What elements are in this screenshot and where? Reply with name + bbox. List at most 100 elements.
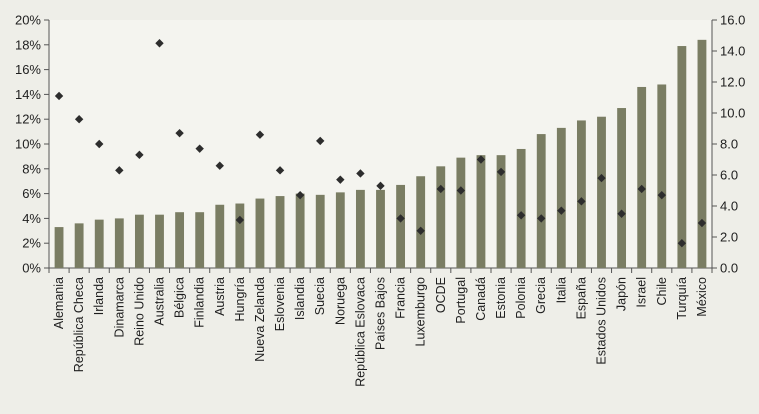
x-category-label: Noruega	[333, 277, 347, 325]
diamond-marker	[516, 211, 526, 220]
bar	[556, 127, 566, 268]
diamond-marker	[657, 190, 666, 200]
diamond-marker	[336, 175, 345, 184]
bar	[195, 212, 205, 268]
x-category-label: Reino Unido	[132, 277, 146, 346]
diamond-marker	[416, 226, 425, 235]
y-left-tick-label: 16%	[15, 62, 41, 77]
bar	[54, 227, 64, 268]
y-left-tick-label: 2%	[22, 236, 41, 251]
x-category-label: Turquía	[675, 277, 689, 320]
x-category-label: Irlanda	[92, 277, 106, 315]
x-category-label: Canadá	[474, 277, 488, 321]
bar	[235, 203, 245, 268]
y-right-tick-label: 6.0	[720, 168, 738, 183]
diamond-marker	[95, 139, 104, 149]
bar	[295, 193, 305, 268]
diamond-marker	[476, 155, 486, 164]
diamond-marker	[356, 169, 365, 178]
diamond-marker	[215, 161, 224, 170]
diamond-marker	[376, 181, 385, 191]
x-category-label: República Eslovaca	[353, 277, 367, 387]
x-category-label: Estados Unidos	[595, 277, 609, 365]
x-category-label: Eslovenia	[273, 277, 287, 331]
diamond-marker	[155, 39, 164, 48]
diamond-marker	[617, 209, 626, 218]
diamond-marker	[74, 115, 84, 124]
bar	[255, 198, 265, 268]
bar	[637, 86, 647, 269]
x-category-label: Chile	[655, 277, 669, 306]
bar	[496, 155, 506, 268]
y-right-tick-label: 12.0	[720, 75, 745, 90]
diamond-marker	[677, 239, 687, 248]
bar	[476, 155, 486, 268]
x-category-label: Polonia	[514, 277, 528, 319]
bar	[376, 189, 385, 268]
y-right-tick-label: 8.0	[720, 137, 738, 152]
diamond-marker	[637, 184, 646, 194]
y-left-tick-label: 20%	[15, 13, 41, 28]
x-category-label: Islandia	[293, 277, 307, 320]
bar	[436, 166, 446, 268]
x-category-label: Austria	[213, 277, 227, 316]
bar	[355, 189, 365, 268]
diamond-marker	[396, 214, 405, 223]
bar	[617, 108, 627, 268]
x-category-label: Luxemburgo	[414, 277, 428, 347]
diamond-marker	[275, 166, 285, 175]
y-left-tick-label: 14%	[15, 87, 41, 102]
diamond-marker	[175, 128, 184, 138]
x-category-label: Bélgica	[173, 277, 187, 318]
diamond-marker	[54, 91, 64, 101]
bar	[335, 192, 345, 268]
bar	[114, 218, 124, 268]
bar	[697, 39, 707, 269]
diamond-marker	[235, 215, 245, 225]
diamond-marker	[135, 150, 144, 160]
y-left-tick-label: 8%	[22, 161, 41, 176]
y-right-tick-label: 2.0	[720, 230, 738, 245]
y-right-tick-label: 4.0	[720, 199, 738, 214]
x-category-label: Países Bajos	[374, 277, 388, 350]
diamond-marker	[436, 184, 445, 194]
diamond-marker	[115, 166, 124, 175]
bar	[134, 214, 144, 268]
y-left-tick-label: 10%	[15, 137, 41, 152]
y-left-tick-label: 18%	[15, 37, 41, 52]
x-category-label: OCDE	[434, 277, 448, 313]
x-category-label: Hungría	[233, 277, 247, 322]
diamond-marker	[597, 173, 606, 183]
bar	[275, 196, 285, 268]
bar	[155, 214, 164, 268]
diamond-marker	[255, 130, 265, 139]
x-category-label: Estonia	[494, 277, 508, 319]
bar	[516, 148, 526, 268]
x-category-label: Italia	[554, 277, 568, 303]
bar	[536, 134, 546, 268]
diamond-marker	[496, 167, 506, 177]
bar	[657, 84, 667, 268]
bar	[175, 212, 185, 268]
y-right-tick-label: 16.0	[720, 13, 745, 28]
y-left-tick-label: 0%	[22, 261, 41, 276]
diamond-marker	[195, 144, 204, 153]
y-left-tick-label: 4%	[22, 211, 41, 226]
x-category-label: Australia	[153, 277, 167, 326]
bar	[315, 194, 325, 268]
x-category-label: México	[695, 277, 709, 317]
x-category-label: Suecia	[313, 277, 327, 315]
x-category-label: Finlandia	[193, 277, 207, 328]
x-category-label: Grecia	[534, 277, 548, 314]
x-category-label: Portugal	[454, 277, 468, 324]
x-category-label: Japón	[615, 277, 629, 311]
x-category-label: Francia	[394, 277, 408, 319]
diamond-marker	[557, 206, 566, 215]
diamond-marker	[316, 136, 325, 146]
diamond-marker	[537, 214, 546, 223]
x-category-label: Dinamarca	[112, 277, 126, 337]
bar	[396, 184, 406, 268]
x-category-label: España	[574, 277, 588, 319]
